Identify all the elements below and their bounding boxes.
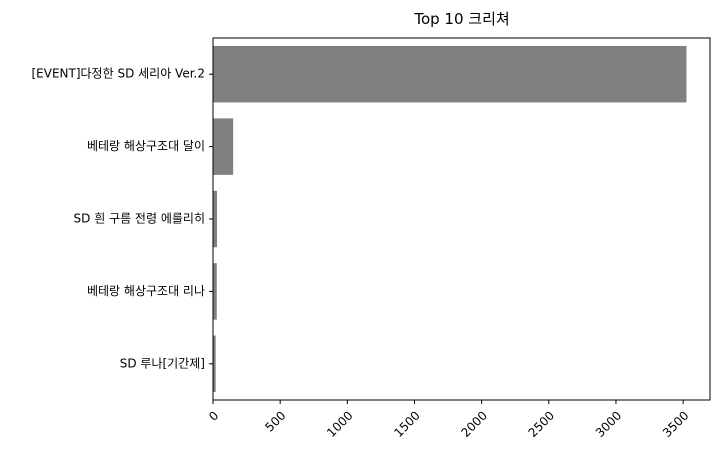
chart-title: Top 10 크리쳐 [413,10,509,28]
y-tick-label-0: [EVENT]다정한 SD 세리아 Ver.2 [31,67,205,81]
y-tick-label-3: 베테랑 해상구조대 리나 [87,284,205,298]
x-tick-label-4: 2000 [458,408,489,439]
bar-1 [213,118,234,175]
x-tick-label-1: 500 [262,408,288,434]
x-axis-ticks: 0 500 1000 1500 2000 2500 3000 3500 [206,400,691,440]
bar-3 [213,263,217,320]
x-tick-label-2: 1000 [324,408,355,439]
y-tick-label-2: SD 흰 구름 전령 에를리히 [74,212,205,226]
x-tick-label-5: 2500 [526,408,557,439]
bar-2 [213,190,218,248]
x-tick-label-0: 0 [206,408,221,423]
y-axis-ticks: [EVENT]다정한 SD 세리아 Ver.2 베테랑 해상구조대 달이 SD 흰 … [31,67,213,370]
x-tick-label-7: 3500 [660,408,691,439]
bar-4 [213,335,216,393]
x-tick-label-6: 3000 [593,408,624,439]
plot-frame [212,37,711,401]
y-tick-label-1: 베테랑 해상구조대 달이 [87,139,205,153]
x-tick-label-3: 1500 [391,408,422,439]
bar-0 [213,45,687,103]
bars-layer [213,45,687,393]
y-tick-label-4: SD 루나[기간제] [120,356,205,370]
